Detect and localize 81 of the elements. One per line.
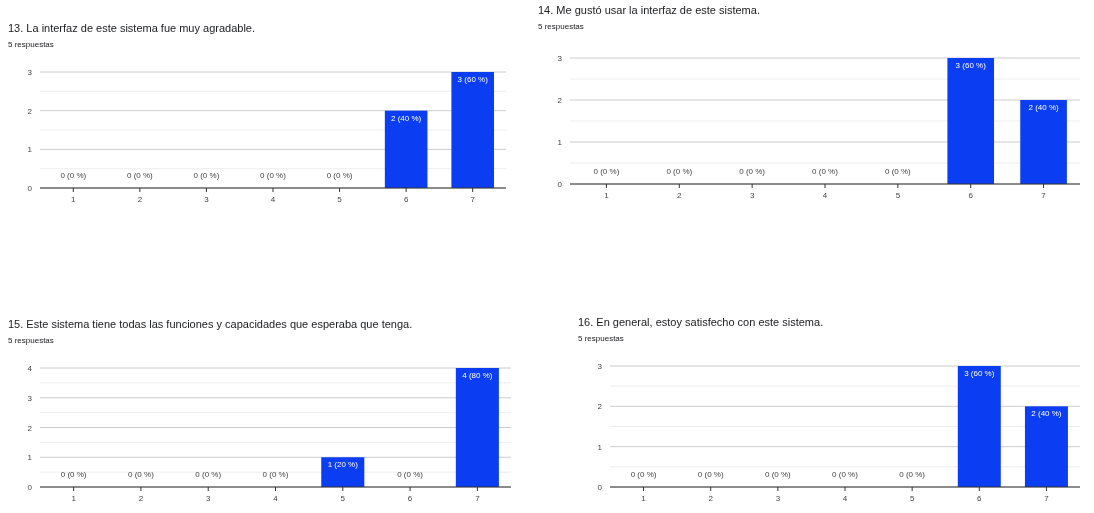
data-label: 0 (0 %) (884, 167, 912, 176)
y-tick-label: 1 (27, 145, 33, 155)
x-tick-label: 7 (475, 494, 481, 503)
x-tick-label: 6 (968, 191, 974, 200)
chart-subtitle: 5 respuestas (578, 334, 624, 343)
data-label: 0 (0 %) (60, 171, 87, 180)
y-tick-label: 3 (597, 362, 603, 371)
data-label: 1 (20 %) (327, 460, 359, 470)
y-tick-label: 2 (597, 402, 603, 412)
x-tick-label: 3 (204, 195, 210, 204)
x-tick-label: 7 (1044, 494, 1050, 503)
data-label: 0 (0 %) (697, 470, 724, 479)
chart-title: 16. En general, estoy satisfecho con este sistema. (578, 316, 824, 328)
y-tick-label: 1 (557, 138, 563, 147)
chart-title: 14. Me gustó usar la interfaz de este sistema. (538, 4, 760, 16)
y-tick-label: 2 (27, 106, 33, 116)
y-tick-label: 3 (27, 68, 33, 77)
chart-subtitle: 5 respuestas (8, 40, 54, 49)
x-tick-label: 5 (337, 195, 343, 204)
x-tick-label: 4 (842, 494, 848, 503)
x-tick-label: 6 (977, 494, 983, 503)
x-tick-label: 2 (708, 494, 714, 503)
x-tick-label: 1 (71, 494, 77, 503)
data-label: 0 (0 %) (128, 470, 155, 479)
chart-title: 15. Este sistema tiene todas las funciones y capacidades que esperaba que tenga. (8, 318, 413, 330)
x-tick-label: 6 (407, 494, 413, 503)
x-tick-label: 4 (822, 191, 828, 200)
y-tick-label: 1 (597, 442, 603, 452)
y-tick-label: 0 (27, 184, 33, 193)
x-tick-label: 6 (403, 195, 409, 204)
x-tick-label: 1 (604, 191, 610, 200)
y-tick-label: 0 (557, 180, 563, 189)
data-label: 0 (0 %) (60, 470, 87, 479)
data-label: 0 (0 %) (326, 171, 353, 180)
data-label: 3 (60 %) (457, 75, 489, 84)
y-tick-label: 4 (27, 364, 33, 373)
x-tick-label: 1 (641, 494, 647, 503)
x-tick-label: 5 (895, 191, 901, 200)
data-label: 0 (0 %) (832, 470, 859, 479)
data-label: 2 (40 %) (1031, 409, 1062, 419)
data-label: 3 (60 %) (955, 61, 987, 70)
data-label: 0 (0 %) (260, 171, 287, 180)
y-tick-label: 2 (557, 96, 563, 105)
chart-subtitle: 5 respuestas (538, 22, 584, 31)
data-label: 0 (0 %) (126, 171, 154, 180)
x-tick-label: 7 (1041, 191, 1047, 200)
data-label: 0 (0 %) (764, 470, 792, 479)
x-tick-label: 3 (205, 494, 211, 503)
data-label: 0 (0 %) (593, 167, 620, 176)
y-tick-label: 3 (557, 54, 563, 63)
data-label: 0 (0 %) (899, 470, 926, 479)
x-tick-label: 4 (273, 494, 279, 503)
data-label: 4 (80 %) (462, 371, 493, 380)
chart-title: 13. La interfaz de este sistema fue muy agradable. (8, 22, 256, 34)
data-label: 0 (0 %) (397, 470, 424, 479)
data-label: 3 (60 %) (964, 369, 995, 378)
y-tick-label: 1 (27, 453, 33, 463)
data-label: 0 (0 %) (739, 167, 766, 176)
data-label: 2 (40 %) (391, 113, 422, 123)
y-tick-label: 2 (27, 423, 33, 433)
data-label: 0 (0 %) (193, 171, 220, 180)
y-tick-label: 3 (27, 393, 33, 403)
x-tick-label: 1 (71, 195, 77, 204)
y-tick-label: 0 (597, 483, 603, 492)
data-label: 0 (0 %) (812, 167, 839, 176)
x-tick-label: 7 (470, 195, 476, 204)
y-tick-label: 0 (27, 483, 33, 492)
x-tick-label: 2 (137, 195, 143, 204)
chart-subtitle: 5 respuestas (8, 336, 54, 345)
data-label: 0 (0 %) (630, 470, 657, 479)
data-label: 0 (0 %) (666, 167, 693, 176)
x-tick-label: 5 (909, 494, 915, 503)
x-tick-label: 2 (677, 191, 683, 200)
data-label: 2 (40 %) (1028, 103, 1060, 112)
x-tick-label: 2 (138, 494, 144, 503)
x-tick-label: 4 (270, 195, 276, 204)
x-tick-label: 5 (340, 494, 346, 503)
data-label: 0 (0 %) (262, 470, 289, 479)
x-tick-label: 3 (775, 494, 781, 503)
x-tick-label: 3 (749, 191, 755, 200)
data-label: 0 (0 %) (195, 470, 222, 479)
